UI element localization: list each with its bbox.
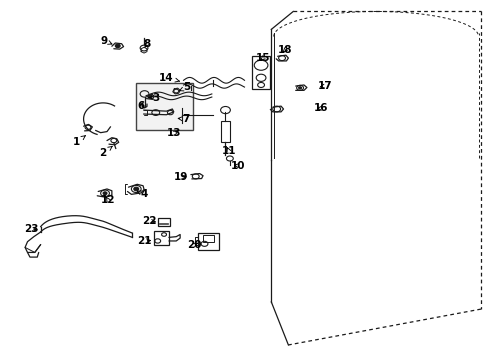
Circle shape bbox=[103, 192, 107, 195]
Circle shape bbox=[148, 95, 152, 98]
Text: 15: 15 bbox=[255, 53, 270, 63]
Text: 10: 10 bbox=[230, 161, 245, 171]
Text: 16: 16 bbox=[314, 103, 328, 113]
Bar bbox=[136, 83, 192, 130]
Text: 12: 12 bbox=[101, 195, 115, 205]
Text: 3: 3 bbox=[149, 93, 159, 103]
Text: 19: 19 bbox=[174, 172, 188, 182]
Text: 23: 23 bbox=[23, 225, 38, 234]
Text: 2: 2 bbox=[99, 147, 112, 158]
Bar bbox=[154, 231, 168, 245]
Circle shape bbox=[115, 44, 120, 48]
Bar bbox=[203, 234, 213, 242]
Text: 6: 6 bbox=[137, 102, 144, 112]
Text: 17: 17 bbox=[317, 81, 331, 91]
Text: 22: 22 bbox=[142, 216, 156, 226]
Text: 20: 20 bbox=[187, 239, 202, 249]
Text: 8: 8 bbox=[143, 39, 150, 49]
Text: 11: 11 bbox=[221, 146, 236, 156]
Text: 5: 5 bbox=[179, 82, 190, 93]
Bar bbox=[198, 233, 218, 250]
Circle shape bbox=[134, 187, 139, 191]
Text: 4: 4 bbox=[137, 189, 148, 199]
Text: 7: 7 bbox=[178, 114, 189, 124]
Text: 1: 1 bbox=[73, 136, 85, 147]
Text: 14: 14 bbox=[159, 73, 179, 83]
Circle shape bbox=[298, 87, 301, 89]
Text: 18: 18 bbox=[277, 45, 292, 55]
Bar bbox=[221, 121, 229, 142]
Text: 13: 13 bbox=[166, 129, 181, 138]
Bar bbox=[251, 55, 270, 89]
Text: 21: 21 bbox=[137, 236, 151, 246]
Text: 9: 9 bbox=[101, 36, 112, 46]
Bar bbox=[158, 218, 169, 226]
